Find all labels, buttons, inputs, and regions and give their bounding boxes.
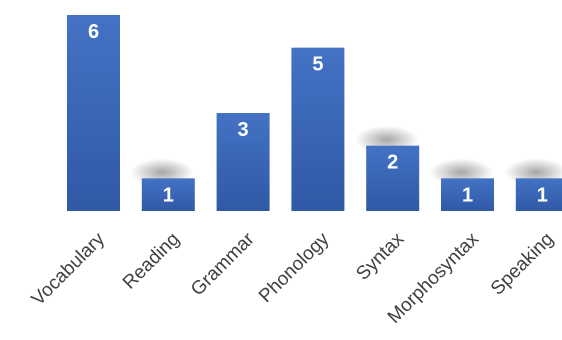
category-label-vocabulary: Vocabulary bbox=[28, 228, 110, 310]
category-label-reading: Reading bbox=[119, 229, 184, 294]
data-label-vocabulary: 6 bbox=[88, 21, 99, 43]
data-label-reading: 1 bbox=[163, 184, 174, 206]
data-label-speaking: 1 bbox=[537, 184, 548, 206]
bar-speaking bbox=[515, 178, 562, 211]
bar-morphosyntax bbox=[441, 178, 494, 211]
bar-grammar bbox=[216, 113, 270, 211]
bar-reading bbox=[141, 178, 195, 211]
data-labels-group: 6 1 3 5 2 1 1 bbox=[88, 21, 548, 206]
bar-syntax bbox=[366, 145, 420, 211]
bars-group bbox=[67, 15, 562, 211]
bar-phonology bbox=[291, 47, 345, 211]
data-label-phonology: 5 bbox=[312, 54, 323, 76]
bar-vocabulary bbox=[67, 15, 120, 211]
category-label-phonology: Phonology bbox=[255, 228, 334, 307]
category-label-grammar: Grammar bbox=[187, 228, 259, 300]
category-label-speaking: Speaking bbox=[487, 229, 558, 300]
bar-shadows bbox=[130, 125, 562, 187]
data-label-morphosyntax: 1 bbox=[462, 184, 473, 206]
data-label-syntax: 2 bbox=[387, 152, 398, 174]
category-label-syntax: Syntax bbox=[352, 228, 408, 284]
data-label-grammar: 3 bbox=[238, 119, 249, 141]
